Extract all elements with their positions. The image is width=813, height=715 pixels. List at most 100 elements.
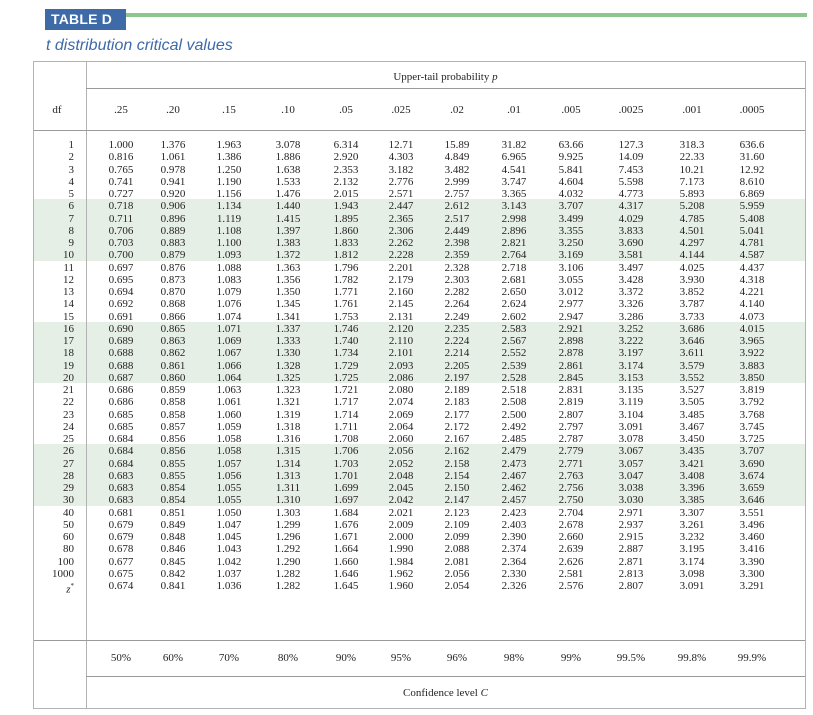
value-cell: 2.009 xyxy=(388,518,414,531)
value-cell: 3.091 xyxy=(679,580,705,592)
df-cell: 14 xyxy=(63,298,74,311)
value-cell: 3.104 xyxy=(618,408,644,421)
value-cell: 1.734 xyxy=(333,347,359,360)
value-cell: 3.792 xyxy=(739,396,765,409)
value-cell: 2.179 xyxy=(388,273,414,286)
value-cell: 1.296 xyxy=(275,531,301,543)
value-cell: 2.552 xyxy=(501,347,527,360)
value-cell: 1.440 xyxy=(275,200,301,213)
value-cell: 12.71 xyxy=(388,139,414,151)
value-cell: 5.598 xyxy=(618,175,644,188)
value-cell: 2.937 xyxy=(618,518,644,531)
value-cell: 3.078 xyxy=(275,139,301,151)
value-cell: 1.721 xyxy=(333,384,359,396)
value-cell: 2.088 xyxy=(444,543,470,556)
value-cell: 1.119 xyxy=(216,212,242,225)
value-cell: 4.073 xyxy=(739,310,765,323)
value-cell: 2.048 xyxy=(388,469,414,482)
value-cell: 1.717 xyxy=(333,396,359,409)
value-cell: 3.091 xyxy=(618,420,644,433)
value-cell: 1.714 xyxy=(333,408,359,421)
value-cell: 2.145 xyxy=(388,298,414,311)
value-cell: 3.307 xyxy=(679,506,705,519)
value-cell: 1.050 xyxy=(216,506,242,519)
df-cell: 3 xyxy=(68,163,75,176)
value-cell: 0.854 xyxy=(160,494,186,507)
value-cell: 2.123 xyxy=(444,506,470,519)
value-cell: 1.292 xyxy=(275,543,301,556)
value-cell: 0.856 xyxy=(160,433,186,445)
value-cell: 2.999 xyxy=(444,175,470,188)
value-cell: 1.699 xyxy=(333,482,359,494)
value-cell: 3.030 xyxy=(618,494,644,507)
value-cell: 2.779 xyxy=(558,445,584,458)
value-cell: 3.833 xyxy=(618,224,644,237)
value-cell: 2.807 xyxy=(558,408,584,421)
value-cell: 2.624 xyxy=(501,298,527,311)
value-cell: 2.131 xyxy=(388,310,414,323)
df-cell: 16 xyxy=(63,322,74,335)
value-cell: 2.517 xyxy=(444,212,470,225)
value-cell: 2.069 xyxy=(388,408,414,421)
value-cell: 0.689 xyxy=(108,335,134,347)
table-frame xyxy=(33,61,806,709)
confidence-bottom-rule xyxy=(86,676,805,677)
value-cell: 2.056 xyxy=(444,567,470,580)
value-cell: 2.205 xyxy=(444,359,470,372)
value-cell: 4.773 xyxy=(618,188,644,200)
value-cell: 3.485 xyxy=(679,408,705,421)
confidence-cell: 98% xyxy=(503,652,525,664)
value-cell: 2.162 xyxy=(444,445,470,458)
value-cell: 4.221 xyxy=(739,286,765,298)
value-cell: 3.055 xyxy=(558,273,584,286)
value-cell: 7.173 xyxy=(679,175,705,188)
value-cell: 1.706 xyxy=(333,445,359,458)
value-cell: 0.906 xyxy=(160,200,186,213)
value-cell: 2.583 xyxy=(501,322,527,335)
value-cell: 2.718 xyxy=(501,261,527,274)
value-cell: 2.154 xyxy=(444,469,470,482)
df-cell: 40 xyxy=(63,506,74,519)
value-cell: 1.341 xyxy=(275,310,301,323)
value-cell: 1.314 xyxy=(275,457,301,470)
value-cell: 3.428 xyxy=(618,273,644,286)
df-cell: 12 xyxy=(63,273,74,286)
value-cell: 0.674 xyxy=(108,580,134,592)
value-cell: 2.449 xyxy=(444,224,470,237)
value-cell: 2.264 xyxy=(444,298,470,311)
df-cell: 30 xyxy=(63,494,74,507)
value-cell: 1.796 xyxy=(333,261,359,274)
value-cell: 0.741 xyxy=(108,175,134,188)
df-cell: 26 xyxy=(63,445,74,458)
value-cell: 3.106 xyxy=(558,261,584,274)
value-cell: 3.499 xyxy=(558,212,584,225)
value-cell: 3.222 xyxy=(618,335,644,347)
value-cell: 1.058 xyxy=(216,433,242,445)
value-cell: 0.694 xyxy=(108,286,134,298)
body-bottom-rule xyxy=(34,640,805,641)
value-cell: 3.252 xyxy=(618,322,644,335)
value-cell: 1.055 xyxy=(216,494,242,507)
value-cell: 0.879 xyxy=(160,249,186,262)
value-cell: 3.707 xyxy=(739,445,765,458)
df-cell: 1 xyxy=(68,139,75,151)
value-cell: 1.323 xyxy=(275,384,301,396)
value-cell: 2.528 xyxy=(501,371,527,384)
df-cell: 10 xyxy=(63,249,74,262)
df-cell: 15 xyxy=(63,310,74,323)
column-header: .10 xyxy=(281,104,295,116)
value-cell: 3.674 xyxy=(739,469,765,482)
value-cell: 1.476 xyxy=(275,188,301,200)
value-cell: 0.849 xyxy=(160,518,186,531)
value-cell: 4.303 xyxy=(388,151,414,164)
value-cell: 1.055 xyxy=(216,482,242,494)
value-cell: 2.821 xyxy=(501,237,527,249)
value-cell: 3.390 xyxy=(739,555,765,568)
value-cell: 3.135 xyxy=(618,384,644,396)
column-group-text: Upper-tail probability p xyxy=(393,71,498,83)
value-cell: 1.337 xyxy=(275,322,301,335)
value-cell: 2.056 xyxy=(388,445,414,458)
value-cell: 1.043 xyxy=(216,543,242,556)
value-cell: 3.421 xyxy=(679,457,705,470)
df-cell: 22 xyxy=(63,396,74,409)
